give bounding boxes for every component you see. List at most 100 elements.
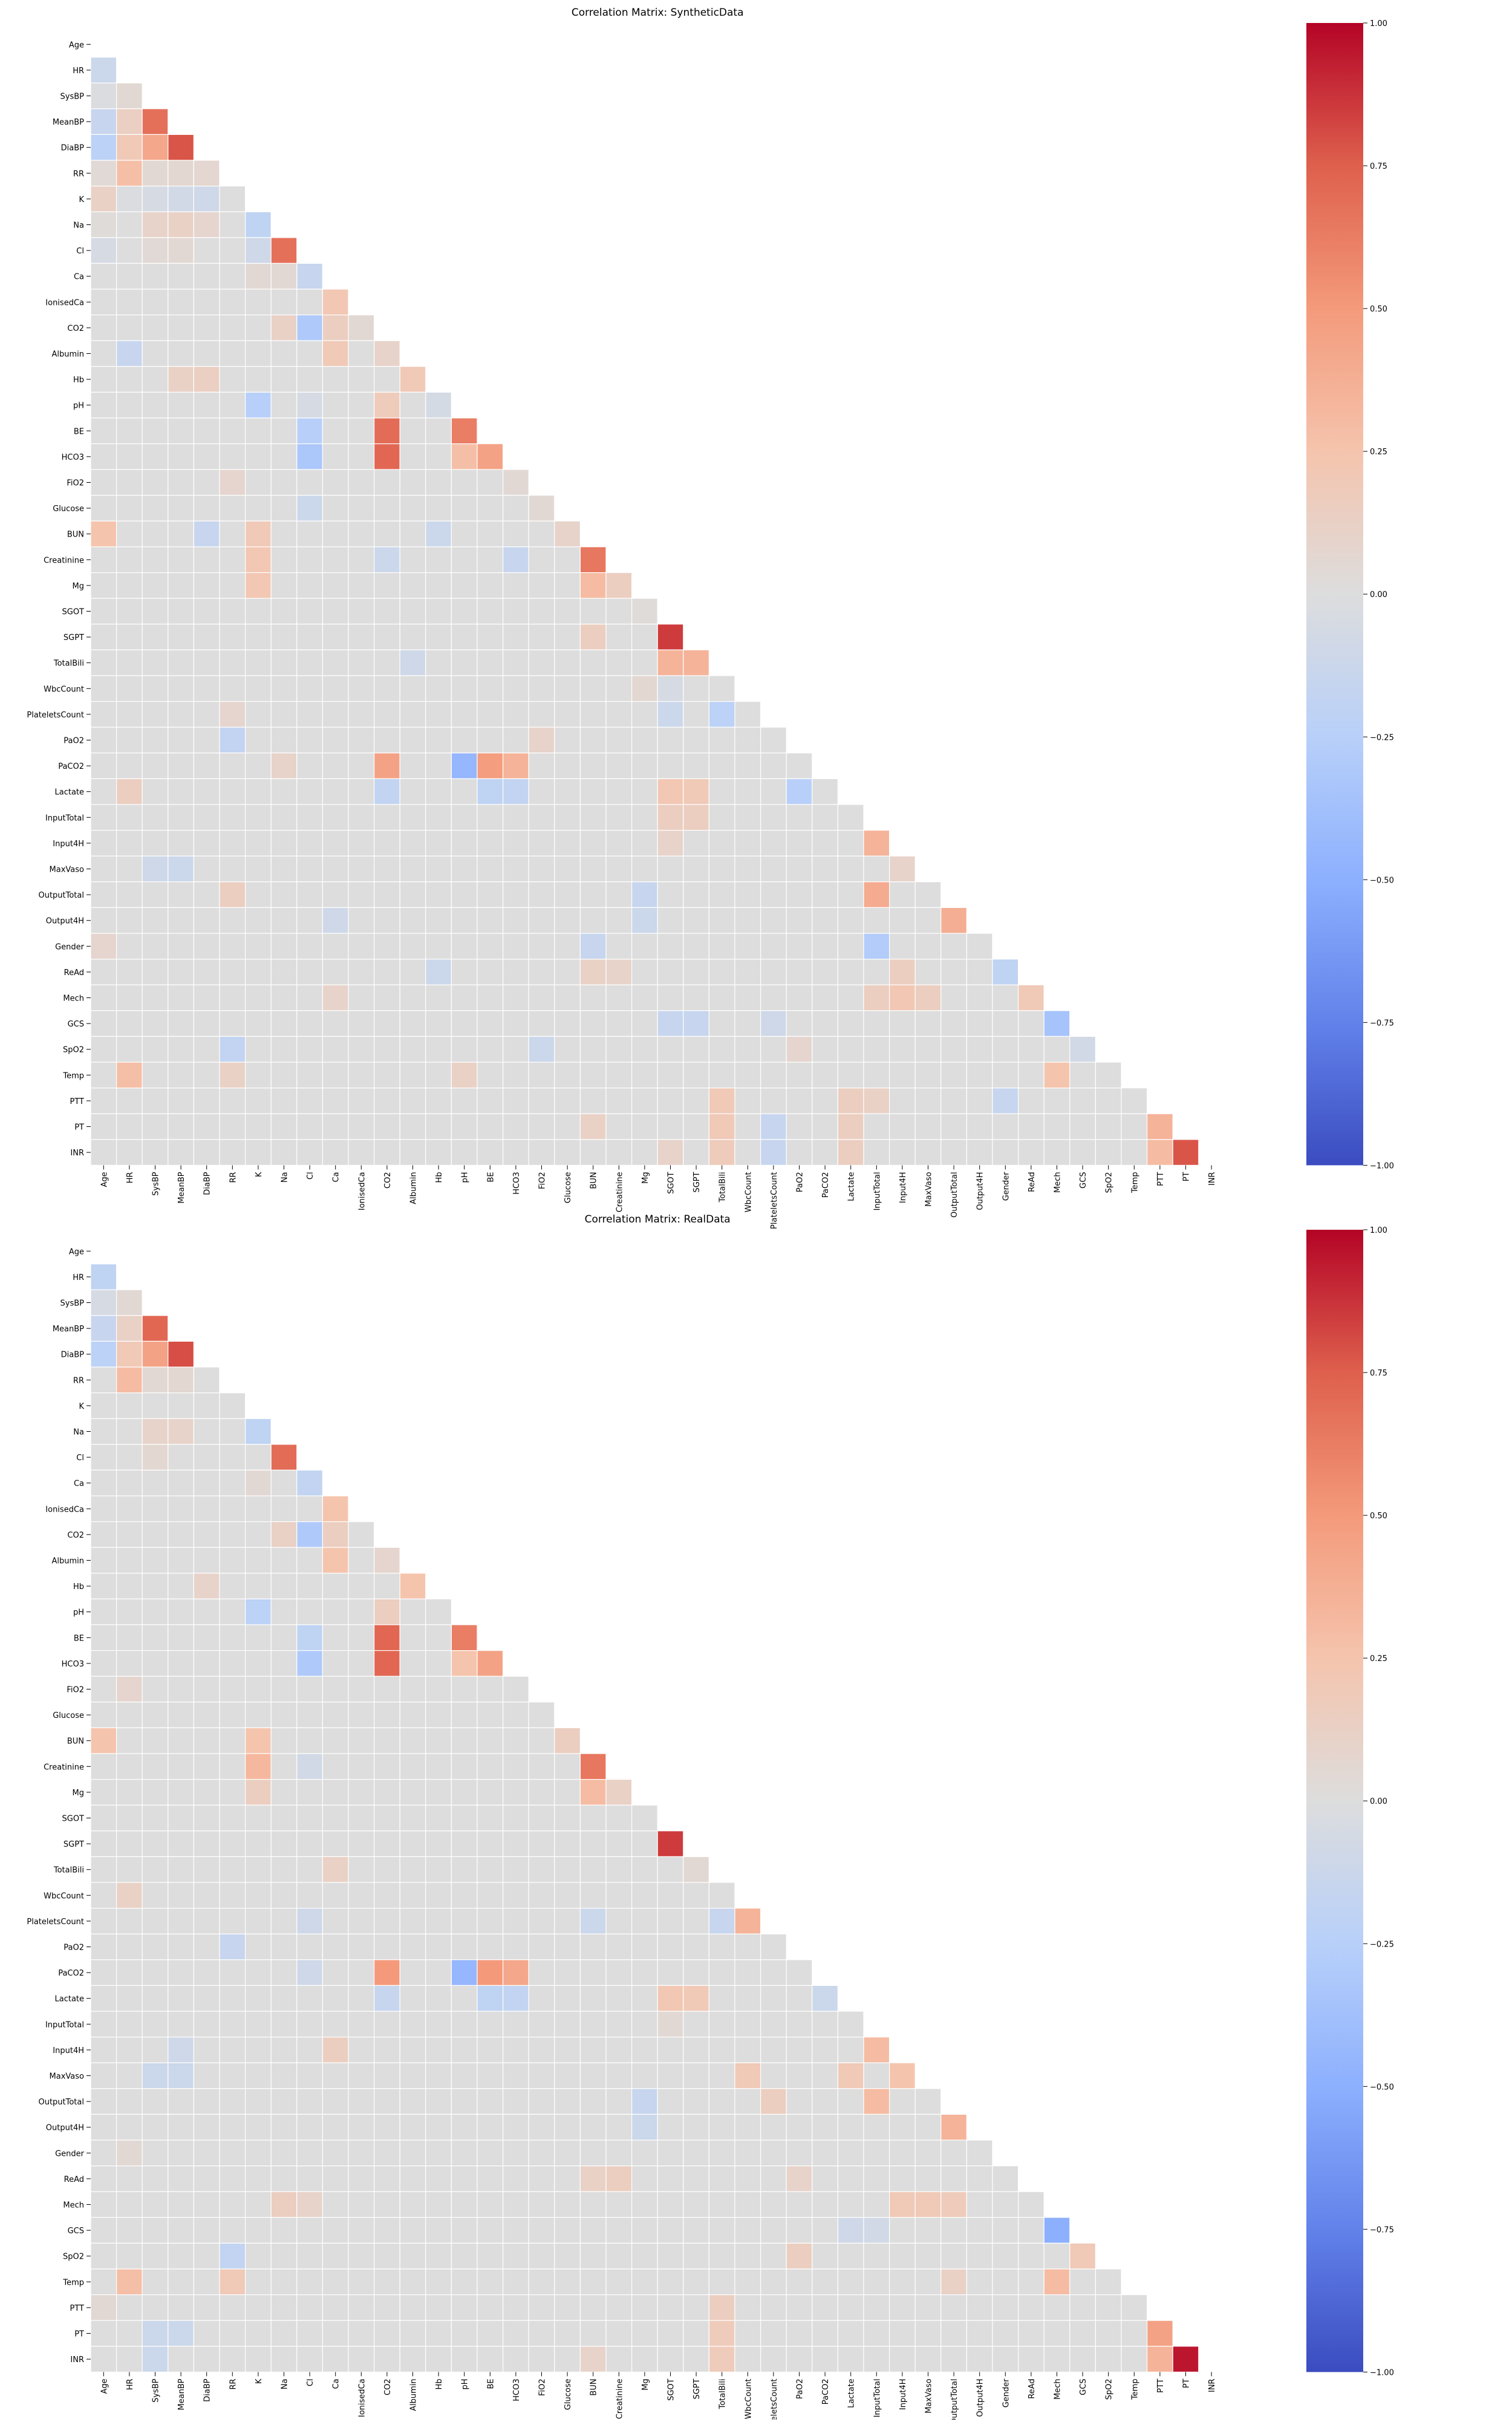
heatmap-cell xyxy=(940,2320,968,2347)
heatmap-cell xyxy=(1017,2242,1044,2270)
heatmap-cell xyxy=(90,1573,117,1600)
heatmap-cell xyxy=(760,2037,787,2063)
heatmap-cell xyxy=(1069,2242,1097,2270)
heatmap-cell xyxy=(322,2114,349,2141)
heatmap-cell xyxy=(451,1753,478,1780)
heatmap-cell xyxy=(1146,1113,1173,1140)
heatmap-cell xyxy=(245,2268,272,2296)
heatmap-cell xyxy=(631,1882,658,1909)
heatmap-cell xyxy=(399,958,426,985)
heatmap-cell xyxy=(168,1933,194,1960)
colorbar-tick-label: 0.50 xyxy=(1370,1512,1387,1521)
heatmap-cell xyxy=(734,700,761,728)
heatmap-cell xyxy=(451,649,478,676)
heatmap-cell xyxy=(425,984,452,1011)
x-tick-label: PaCO2 xyxy=(821,2378,830,2404)
heatmap-cell xyxy=(992,2320,1019,2347)
heatmap-cell xyxy=(837,2346,864,2373)
heatmap-cell xyxy=(657,2242,684,2270)
heatmap-cell xyxy=(399,1113,426,1140)
heatmap-cell xyxy=(502,1779,529,1806)
y-tick-label: pH xyxy=(73,1608,84,1617)
heatmap-cell xyxy=(245,263,272,290)
heatmap-cell xyxy=(708,855,735,883)
heatmap-cell xyxy=(193,1062,220,1089)
y-tick-label: HR xyxy=(73,67,84,76)
heatmap-cell xyxy=(373,1139,400,1166)
heatmap-cell xyxy=(322,1113,349,1140)
heatmap-cell xyxy=(399,469,426,496)
heatmap-cell xyxy=(116,933,143,960)
heatmap-cell xyxy=(528,1856,555,1883)
heatmap-cell xyxy=(219,1727,246,1754)
heatmap-cell xyxy=(322,1573,349,1600)
heatmap-cell xyxy=(863,933,890,960)
heatmap-cell xyxy=(528,1985,555,2012)
heatmap-cell xyxy=(373,1908,400,1934)
heatmap-cell xyxy=(579,984,607,1011)
heatmap-cell xyxy=(554,1753,581,1780)
heatmap-cell xyxy=(528,1959,555,1986)
heatmap-cell xyxy=(142,2242,169,2270)
heatmap-cell xyxy=(116,1392,143,1419)
heatmap-cell xyxy=(90,1036,117,1063)
heatmap-cell xyxy=(657,1882,684,1909)
heatmap-cell xyxy=(168,186,194,212)
heatmap-cell xyxy=(812,2242,839,2270)
heatmap-cell xyxy=(296,469,323,496)
heatmap-cell xyxy=(399,1624,426,1651)
heatmap-cell xyxy=(90,82,117,109)
heatmap-cell xyxy=(760,2191,787,2218)
heatmap-cell xyxy=(554,2037,581,2063)
heatmap-cell xyxy=(708,726,735,754)
heatmap-cell xyxy=(245,2166,272,2192)
heatmap-cell xyxy=(786,1062,813,1089)
heatmap-cell xyxy=(579,1087,607,1114)
heatmap-cell xyxy=(116,1113,143,1140)
heatmap-cell xyxy=(90,1933,117,1960)
heatmap-cell xyxy=(270,1779,298,1806)
x-tick-label: Temp xyxy=(1130,1172,1139,1193)
heatmap-cell xyxy=(837,2217,864,2244)
heatmap-cell xyxy=(425,1856,452,1883)
heatmap-cell xyxy=(966,984,993,1011)
heatmap-cell xyxy=(193,1010,220,1037)
heatmap-cell xyxy=(683,1010,710,1037)
heatmap-cell xyxy=(425,1036,452,1063)
heatmap-cell xyxy=(322,1779,349,1806)
heatmap-cell xyxy=(528,675,555,702)
heatmap-cell xyxy=(116,1087,143,1114)
heatmap-cell xyxy=(863,1036,890,1063)
heatmap-cell xyxy=(245,1139,272,1166)
heatmap-cell xyxy=(657,1933,684,1960)
heatmap-cell xyxy=(837,855,864,883)
y-tick-label: WbcCount xyxy=(44,685,84,694)
heatmap-cell xyxy=(708,907,735,934)
heatmap-cell xyxy=(579,2140,607,2167)
heatmap-cell xyxy=(605,2346,633,2373)
heatmap-cell xyxy=(477,598,504,625)
heatmap-cell xyxy=(683,1062,710,1089)
heatmap-cell xyxy=(168,700,194,728)
heatmap-cell xyxy=(348,469,375,496)
heatmap-cell xyxy=(579,1010,607,1037)
colorbar-tick-label: 0.75 xyxy=(1370,162,1387,171)
heatmap-cell xyxy=(579,2294,607,2321)
heatmap-cell xyxy=(914,933,942,960)
heatmap-cell xyxy=(296,881,323,909)
heatmap-cell xyxy=(683,2088,710,2115)
y-tick-label: ReAd xyxy=(64,2175,84,2184)
y-tick-label: CO2 xyxy=(67,324,84,333)
heatmap-cell xyxy=(219,2346,246,2373)
heatmap-cell xyxy=(888,933,916,960)
heatmap-cell xyxy=(940,1062,968,1089)
heatmap-cell xyxy=(554,1856,581,1883)
heatmap-cell xyxy=(245,778,272,805)
heatmap-cell xyxy=(193,2191,220,2218)
heatmap-cell xyxy=(373,649,400,676)
heatmap-cell xyxy=(966,2191,993,2218)
heatmap-cell xyxy=(940,2114,968,2141)
heatmap-cell xyxy=(631,2037,658,2063)
heatmap-cell xyxy=(193,881,220,909)
x-tick-label: Albumin xyxy=(409,2378,419,2411)
